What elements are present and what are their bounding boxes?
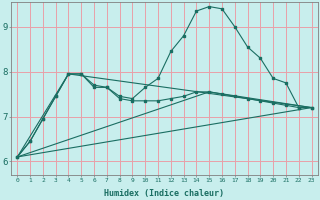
- X-axis label: Humidex (Indice chaleur): Humidex (Indice chaleur): [104, 189, 224, 198]
